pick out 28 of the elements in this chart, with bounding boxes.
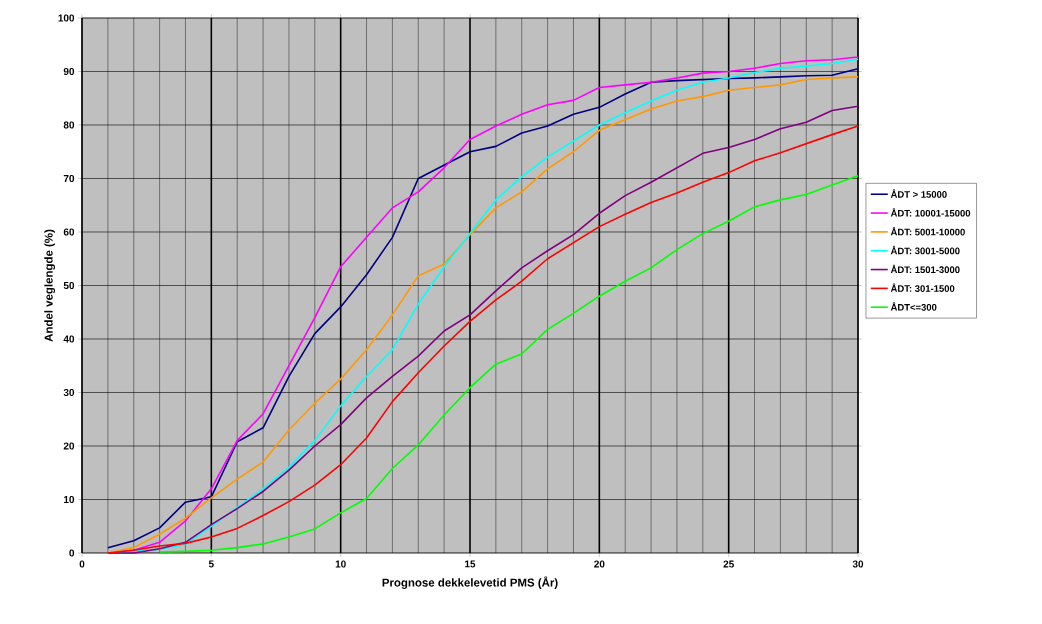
x-tick-label: 10 bbox=[335, 560, 346, 568]
y-tick-label: 90 bbox=[63, 67, 75, 76]
y-tick-label: 60 bbox=[63, 228, 75, 236]
x-tick-label: 25 bbox=[723, 560, 734, 568]
y-tick-label: 0 bbox=[69, 549, 75, 557]
legend-label: ÅDT: 5001-10000 bbox=[890, 226, 965, 236]
legend-label: ÅDT: 10001-15000 bbox=[890, 208, 971, 217]
y-axis-title: Andel veglengde (%) bbox=[44, 229, 56, 342]
y-tick-label: 50 bbox=[63, 281, 75, 290]
y-tick-label: 80 bbox=[63, 121, 75, 129]
x-tick-label: 5 bbox=[208, 560, 214, 568]
x-tick-label: 15 bbox=[465, 560, 476, 568]
y-tick-label: 40 bbox=[63, 335, 75, 343]
legend-label: ÅDT<=300 bbox=[890, 302, 937, 311]
legend-label: ÅDT > 15000 bbox=[890, 189, 947, 198]
x-axis-title: Prognose dekkelevetid PMS (År) bbox=[382, 576, 558, 589]
y-tick-label: 10 bbox=[64, 495, 75, 504]
y-tick-label: 20 bbox=[63, 442, 75, 450]
legend-label: ÅDT: 3001-5000 bbox=[890, 245, 960, 255]
y-tick-label: 70 bbox=[63, 174, 75, 183]
y-tick-label: 100 bbox=[58, 14, 75, 22]
line-series bbox=[158, 175, 859, 553]
y-tick-label: 30 bbox=[63, 388, 75, 397]
x-tick-label: 20 bbox=[594, 560, 605, 568]
legend-label: ÅDT: 301-1500 bbox=[890, 283, 955, 292]
x-tick-label: 30 bbox=[852, 560, 864, 568]
x-tick-label: 0 bbox=[79, 560, 85, 568]
legend-label: ÅDT: 1501-3000 bbox=[890, 264, 960, 274]
